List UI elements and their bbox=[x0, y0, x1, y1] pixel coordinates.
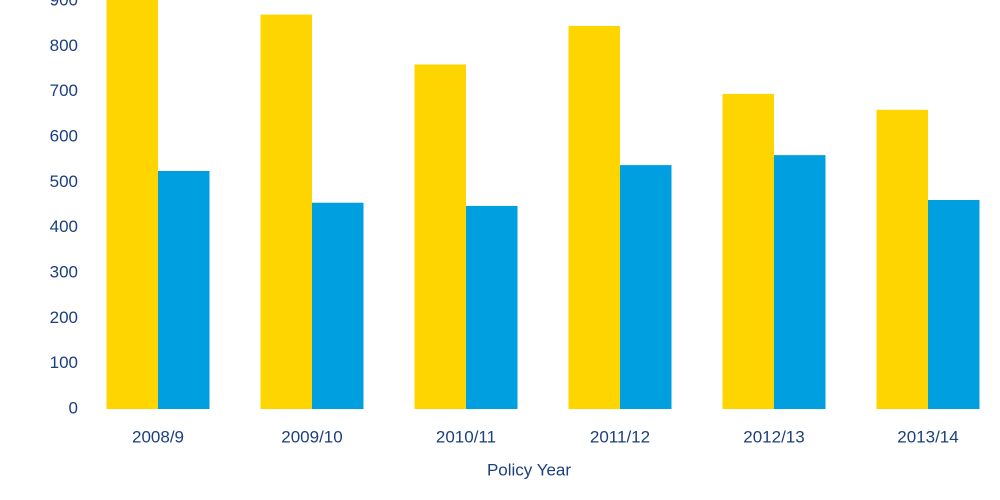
bar bbox=[106, 0, 158, 409]
bar bbox=[774, 155, 826, 409]
y-tick-label: 300 bbox=[50, 262, 78, 281]
y-tick-label: 0 bbox=[69, 398, 78, 417]
x-tick-label: 2012/13 bbox=[743, 427, 804, 446]
bar bbox=[876, 109, 928, 410]
bar bbox=[928, 200, 980, 409]
y-tick-label: 200 bbox=[50, 308, 78, 327]
bar bbox=[466, 205, 518, 409]
bar bbox=[414, 64, 466, 409]
x-tick-label: 2011/12 bbox=[590, 427, 650, 446]
x-tick-label: 2008/9 bbox=[132, 427, 184, 446]
bar bbox=[158, 171, 210, 409]
bar bbox=[722, 93, 774, 409]
y-tick-label: 600 bbox=[50, 126, 78, 145]
y-tick-label: 800 bbox=[50, 36, 78, 55]
x-tick-label: 2009/10 bbox=[281, 427, 342, 446]
y-tick-label: 500 bbox=[50, 172, 78, 191]
y-tick-label: 700 bbox=[50, 81, 78, 100]
x-tick-label: 2013/14 bbox=[897, 427, 958, 446]
x-tick-label: 2010/11 bbox=[436, 427, 496, 446]
bar bbox=[260, 14, 312, 409]
y-tick-label: 100 bbox=[50, 353, 78, 372]
y-tick-label: 900 bbox=[50, 0, 78, 9]
x-axis-label: Policy Year bbox=[487, 460, 571, 479]
bar bbox=[312, 202, 364, 409]
bar bbox=[620, 165, 672, 409]
bar bbox=[568, 25, 620, 410]
y-tick-label: 400 bbox=[50, 217, 78, 236]
